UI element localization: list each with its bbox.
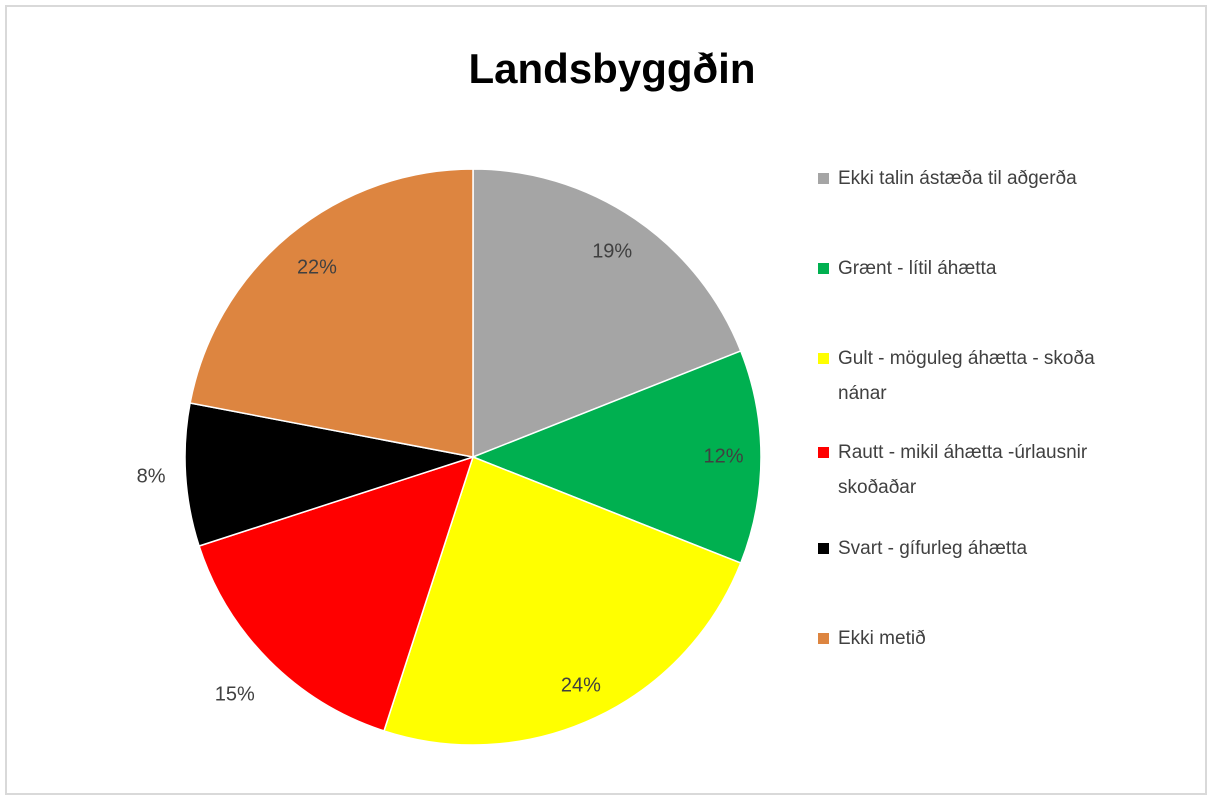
legend-item: Rautt - mikil áhætta -úrlausnir skoðaðar: [818, 435, 1148, 505]
legend-swatch: [818, 353, 829, 364]
legend-swatch: [818, 173, 829, 184]
data-label: 24%: [561, 675, 601, 697]
legend-label: Grænt - lítil áhætta: [838, 258, 997, 279]
data-label: 12%: [704, 445, 744, 467]
data-label: 22%: [297, 257, 337, 279]
legend-swatch: [818, 543, 829, 554]
pie-slice: [383, 456, 742, 746]
legend-label: Ekki metið: [838, 628, 926, 649]
pie-slice: [470, 350, 762, 564]
data-label: 15%: [215, 684, 255, 706]
legend-label: Rautt - mikil áhætta -úrlausnir skoðaðar: [838, 442, 1088, 498]
legend-swatch: [818, 263, 829, 274]
chart-title: Landsbyggðin: [469, 45, 756, 92]
pie-slice: [189, 168, 474, 458]
data-label: 19%: [592, 240, 632, 262]
legend-label: Svart - gífurleg áhætta: [838, 538, 1028, 559]
pie-slice: [472, 168, 742, 459]
legend-label: Ekki talin ástæða til aðgerða: [838, 168, 1077, 189]
legend-item: Ekki metið: [818, 621, 1148, 656]
legend-swatch: [818, 633, 829, 644]
legend-label: Gult - möguleg áhætta - skoða nánar: [838, 348, 1095, 404]
pie-slice: [184, 402, 474, 547]
legend-swatch: [818, 447, 829, 458]
legend-item: Grænt - lítil áhætta: [818, 251, 1148, 286]
legend-item: Svart - gífurleg áhætta: [818, 531, 1148, 566]
pie-slice: [198, 455, 475, 732]
legend-item: Gult - möguleg áhætta - skoða nánar: [818, 341, 1148, 411]
data-label: 8%: [137, 466, 166, 488]
legend-item: Ekki talin ástæða til aðgerða: [818, 161, 1148, 196]
